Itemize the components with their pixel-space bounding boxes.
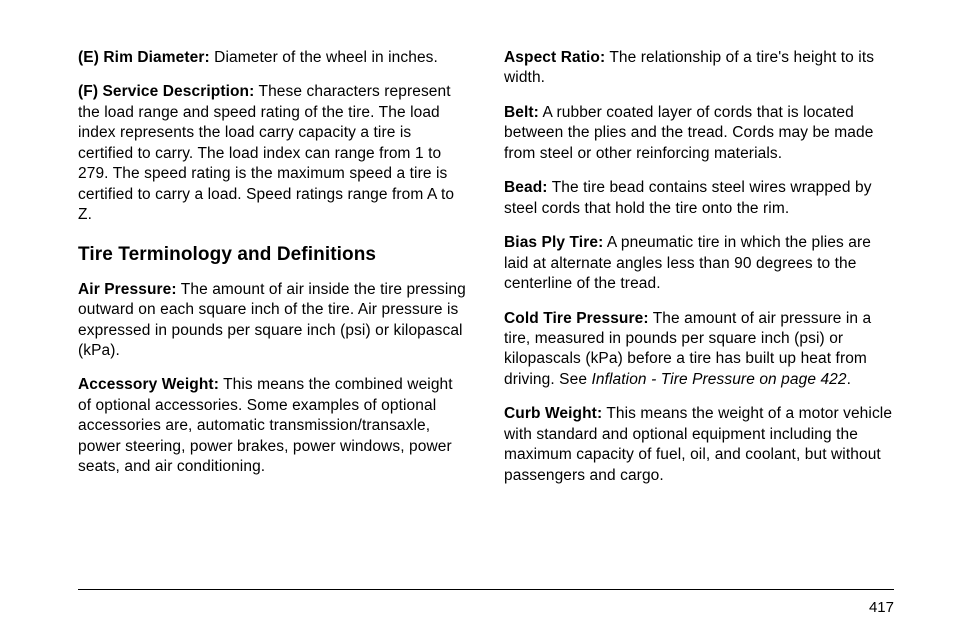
term-label: (F) Service Description: bbox=[78, 83, 254, 100]
term-text: These characters represent the load rang… bbox=[78, 83, 454, 223]
term-label: Bead: bbox=[504, 179, 548, 196]
term-text: A rubber coated layer of cords that is l… bbox=[504, 104, 873, 162]
definition-belt: Belt: A rubber coated layer of cords tha… bbox=[504, 103, 894, 164]
columns: (E) Rim Diameter: Diameter of the wheel … bbox=[78, 48, 894, 500]
term-label: Belt: bbox=[504, 104, 539, 121]
left-column: (E) Rim Diameter: Diameter of the wheel … bbox=[78, 48, 468, 500]
footer-rule bbox=[78, 589, 894, 590]
term-text: . bbox=[847, 371, 851, 388]
term-label: Cold Tire Pressure: bbox=[504, 310, 649, 327]
definition-air-pressure: Air Pressure: The amount of air inside t… bbox=[78, 280, 468, 362]
definition-service-description: (F) Service Description: These character… bbox=[78, 82, 468, 225]
definition-rim-diameter: (E) Rim Diameter: Diameter of the wheel … bbox=[78, 48, 468, 68]
cross-reference: Inflation - Tire Pressure on page 422 bbox=[591, 371, 846, 388]
term-label: Bias Ply Tire: bbox=[504, 234, 603, 251]
definition-cold-tire-pressure: Cold Tire Pressure: The amount of air pr… bbox=[504, 309, 894, 391]
definition-bias-ply-tire: Bias Ply Tire: A pneumatic tire in which… bbox=[504, 233, 894, 294]
page-number: 417 bbox=[869, 599, 894, 616]
definition-aspect-ratio: Aspect Ratio: The relationship of a tire… bbox=[504, 48, 894, 89]
definition-bead: Bead: The tire bead contains steel wires… bbox=[504, 178, 894, 219]
term-label: Air Pressure: bbox=[78, 281, 177, 298]
term-label: (E) Rim Diameter: bbox=[78, 49, 210, 66]
definition-accessory-weight: Accessory Weight: This means the combine… bbox=[78, 375, 468, 477]
definition-curb-weight: Curb Weight: This means the weight of a … bbox=[504, 404, 894, 486]
term-label: Aspect Ratio: bbox=[504, 49, 605, 66]
term-text: The tire bead contains steel wires wrapp… bbox=[504, 179, 872, 216]
term-label: Curb Weight: bbox=[504, 405, 602, 422]
section-heading: Tire Terminology and Definitions bbox=[78, 244, 468, 266]
term-text: Diameter of the wheel in inches. bbox=[210, 49, 438, 66]
page: (E) Rim Diameter: Diameter of the wheel … bbox=[0, 0, 954, 636]
term-label: Accessory Weight: bbox=[78, 376, 219, 393]
right-column: Aspect Ratio: The relationship of a tire… bbox=[504, 48, 894, 500]
